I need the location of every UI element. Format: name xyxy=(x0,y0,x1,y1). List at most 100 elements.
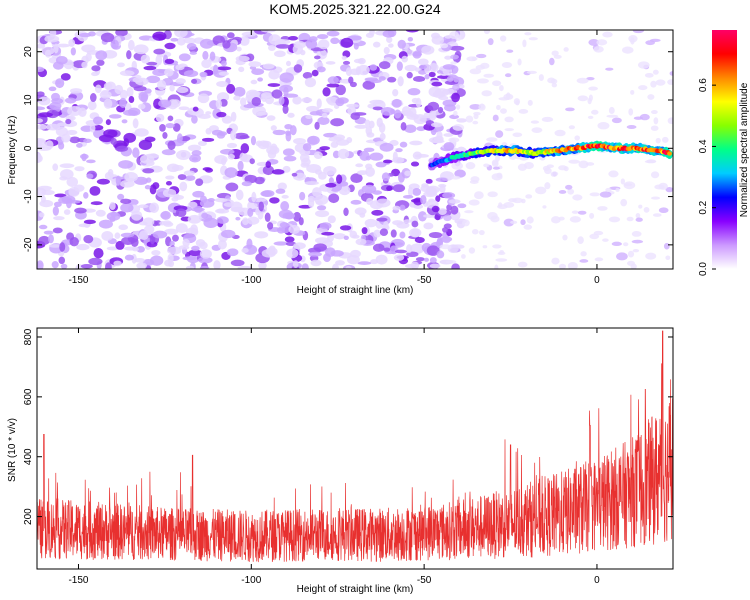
noise-blob xyxy=(411,220,419,228)
noise-blob xyxy=(167,115,174,122)
noise-blob xyxy=(227,153,235,160)
noise-blob xyxy=(363,147,375,153)
noise-blob xyxy=(216,216,229,224)
noise-blob xyxy=(359,150,370,161)
noise-blob xyxy=(226,142,238,149)
noise-blob xyxy=(535,186,547,195)
noise-blob xyxy=(52,206,60,216)
noise-blob xyxy=(69,88,83,94)
noise-blob xyxy=(332,263,339,269)
noise-blob xyxy=(476,53,487,59)
noise-blob xyxy=(599,191,612,198)
noise-blob xyxy=(119,179,135,188)
noise-blob xyxy=(280,201,290,211)
noise-blob xyxy=(192,106,199,112)
noise-blob xyxy=(443,223,452,229)
noise-blob xyxy=(631,230,642,237)
noise-blob xyxy=(558,190,567,194)
noise-blob xyxy=(428,63,439,73)
noise-blob xyxy=(191,150,202,157)
noise-blob xyxy=(176,150,191,161)
noise-blob xyxy=(138,103,146,110)
noise-blob xyxy=(380,106,395,116)
noise-blob xyxy=(81,153,87,162)
noise-blob xyxy=(518,109,529,114)
noise-blob xyxy=(407,186,413,197)
noise-blob xyxy=(568,159,580,164)
noise-blob xyxy=(54,193,67,198)
noise-blob xyxy=(464,210,474,214)
noise-blob xyxy=(333,233,346,240)
noise-blob xyxy=(551,257,560,265)
noise-blob xyxy=(517,261,528,268)
noise-blob xyxy=(239,152,248,162)
x-tick-label: -50 xyxy=(417,275,432,286)
noise-blob xyxy=(96,59,105,66)
noise-blob xyxy=(386,185,393,191)
noise-blob xyxy=(105,262,112,269)
noise-blob xyxy=(392,220,404,226)
noise-blob xyxy=(350,199,362,205)
noise-blob xyxy=(567,262,578,269)
noise-blob xyxy=(350,112,361,120)
noise-blob xyxy=(340,37,354,48)
y-tick-label: 0 xyxy=(23,145,34,151)
noise-blob xyxy=(189,51,197,55)
noise-blob xyxy=(523,162,534,170)
noise-blob xyxy=(152,182,160,190)
noise-blob xyxy=(487,38,494,46)
noise-blob xyxy=(176,37,186,46)
noise-blob xyxy=(53,43,59,54)
noise-blob xyxy=(611,241,622,247)
noise-blob xyxy=(361,227,368,235)
noise-blob xyxy=(337,148,350,160)
noise-blob xyxy=(482,245,488,249)
noise-blob xyxy=(404,170,412,177)
noise-blob xyxy=(611,117,622,124)
noise-blob xyxy=(639,113,650,121)
noise-blob xyxy=(155,54,163,66)
noise-blob xyxy=(523,224,533,230)
noise-blob xyxy=(473,111,481,116)
noise-blob xyxy=(335,139,350,146)
noise-blob xyxy=(372,243,385,252)
noise-blob xyxy=(428,71,436,78)
noise-blob xyxy=(40,195,46,203)
noise-blob xyxy=(255,140,263,147)
noise-blob xyxy=(397,39,406,49)
noise-blob xyxy=(241,181,252,187)
noise-blob xyxy=(406,111,414,117)
noise-blob xyxy=(655,79,666,86)
noise-blob xyxy=(346,103,359,108)
colorbar: 0.0 0.2 0.4 0.6 Normalized spectral amplitu… xyxy=(698,30,750,276)
noise-blob xyxy=(91,65,101,72)
noise-blob xyxy=(144,185,151,190)
noise-blob xyxy=(442,192,456,199)
noise-blob xyxy=(152,230,168,239)
noise-blob xyxy=(37,124,48,130)
noise-blob xyxy=(597,121,610,130)
noise-blob xyxy=(272,129,286,136)
noise-blob xyxy=(551,50,559,56)
noise-blob xyxy=(307,197,315,209)
noise-blob xyxy=(577,95,589,102)
noise-blob xyxy=(202,50,209,60)
noise-blob xyxy=(443,214,452,222)
noise-blob xyxy=(271,169,285,175)
noise-blob xyxy=(343,235,349,240)
spectrogram-signal-track xyxy=(427,140,673,171)
noise-blob xyxy=(162,132,168,139)
noise-blob xyxy=(526,70,537,74)
noise-blob xyxy=(512,197,523,204)
noise-blob xyxy=(215,99,222,109)
noise-blob xyxy=(568,125,575,130)
noise-blob xyxy=(369,152,384,161)
noise-blob xyxy=(164,42,176,50)
noise-blob xyxy=(650,196,661,200)
noise-blob xyxy=(69,136,81,144)
noise-blob xyxy=(288,35,299,41)
noise-blob xyxy=(214,198,228,203)
noise-blob xyxy=(137,204,149,209)
noise-blob xyxy=(435,195,441,203)
noise-blob xyxy=(626,260,636,266)
